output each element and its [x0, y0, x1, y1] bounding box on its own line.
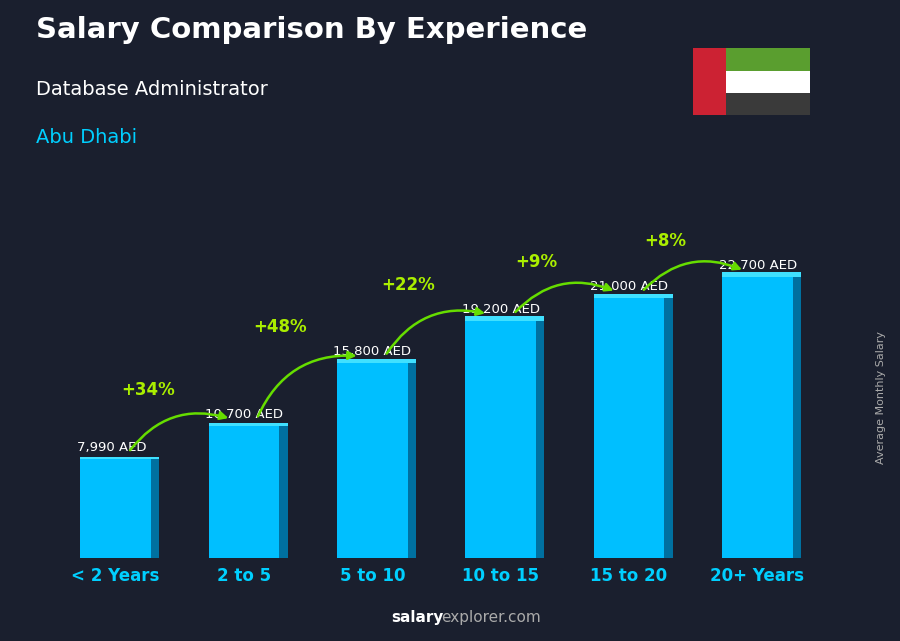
Text: 19,200 AED: 19,200 AED — [462, 303, 540, 315]
Text: 7,990 AED: 7,990 AED — [76, 441, 147, 454]
Bar — [465, 317, 544, 320]
Bar — [793, 278, 801, 558]
Bar — [209, 423, 288, 426]
Text: 21,000 AED: 21,000 AED — [590, 280, 668, 294]
Text: +34%: +34% — [121, 381, 175, 399]
Bar — [80, 459, 151, 558]
Text: explorer.com: explorer.com — [441, 610, 541, 625]
Bar — [722, 278, 793, 558]
Text: +22%: +22% — [382, 276, 435, 294]
Text: +9%: +9% — [516, 253, 558, 271]
Text: Salary Comparison By Experience: Salary Comparison By Experience — [36, 16, 587, 44]
Bar — [693, 48, 725, 115]
Bar — [693, 93, 810, 115]
Bar — [465, 320, 536, 558]
Text: salary: salary — [392, 610, 444, 625]
Text: Average Monthly Salary: Average Monthly Salary — [877, 331, 886, 464]
Bar — [536, 320, 544, 558]
Text: 15,800 AED: 15,800 AED — [334, 345, 411, 358]
Bar — [664, 299, 673, 558]
Text: +8%: +8% — [644, 233, 686, 251]
Text: 10,700 AED: 10,700 AED — [205, 408, 284, 420]
Bar — [693, 48, 810, 71]
Bar — [693, 71, 810, 93]
Bar — [80, 457, 159, 459]
Bar — [722, 272, 801, 278]
Bar — [151, 459, 159, 558]
Bar — [209, 426, 279, 558]
Bar — [408, 363, 416, 558]
Text: 22,700 AED: 22,700 AED — [718, 260, 796, 272]
Text: Database Administrator: Database Administrator — [36, 80, 268, 99]
Bar — [279, 426, 288, 558]
Bar — [594, 299, 664, 558]
Bar — [337, 363, 408, 558]
Bar — [594, 294, 673, 299]
Text: +48%: +48% — [253, 318, 307, 336]
Bar — [337, 359, 416, 363]
Text: Abu Dhabi: Abu Dhabi — [36, 128, 137, 147]
